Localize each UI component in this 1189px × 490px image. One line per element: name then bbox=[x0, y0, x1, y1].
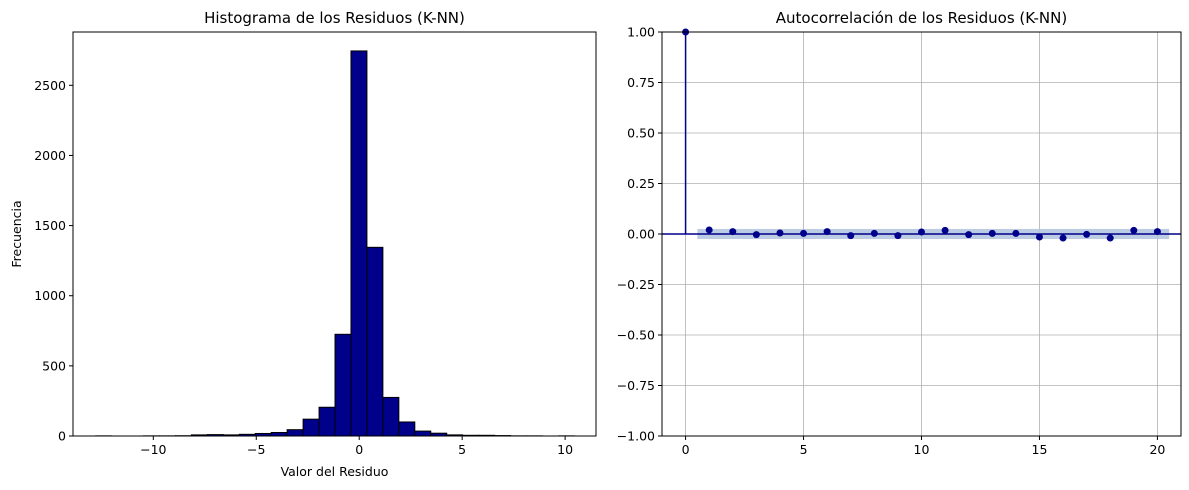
x-tick-label: 5 bbox=[458, 442, 466, 457]
acf-chart: 0 5 10 15 20 −1.00 −0.75 −0.50 −0.25 0.00 0.25 0.50… bbox=[617, 9, 1182, 457]
x-tick-label: 15 bbox=[1032, 442, 1048, 457]
y-tick-label: 1000 bbox=[34, 288, 66, 303]
acf-point bbox=[800, 229, 808, 237]
acf-point bbox=[988, 229, 996, 237]
y-tick-label: 2500 bbox=[34, 78, 66, 93]
y-axis-label: Frecuencia bbox=[9, 200, 24, 267]
histogram-bar bbox=[350, 50, 368, 437]
y-tick-label: 0.00 bbox=[627, 227, 655, 242]
acf-point bbox=[823, 228, 831, 236]
acf-point bbox=[894, 232, 902, 240]
acf-point bbox=[1130, 226, 1138, 234]
acf-point bbox=[705, 226, 713, 234]
x-tick-label: −10 bbox=[140, 442, 166, 457]
acf-point bbox=[1035, 233, 1043, 241]
acf-point bbox=[1106, 234, 1114, 242]
y-tick-label: 500 bbox=[42, 358, 66, 373]
acf-point bbox=[1059, 234, 1067, 242]
x-axis-label: Valor del Residuo bbox=[281, 464, 389, 479]
acf-point bbox=[941, 226, 949, 234]
histogram-bar bbox=[318, 406, 336, 437]
acf-point bbox=[918, 228, 925, 236]
y-tick-label: −1.00 bbox=[617, 429, 655, 444]
y-tick-label: 0.50 bbox=[627, 126, 655, 141]
histogram-bar bbox=[382, 396, 400, 437]
acf-point bbox=[729, 228, 737, 236]
chart-title: Histograma de los Residuos (K-NN) bbox=[204, 9, 465, 27]
acf-point bbox=[776, 229, 784, 237]
x-tick-label: 10 bbox=[557, 442, 573, 457]
histogram-bar bbox=[366, 246, 384, 437]
y-tick-label: −0.25 bbox=[617, 277, 655, 292]
x-tick-label: −5 bbox=[247, 442, 265, 457]
acf-point bbox=[1153, 228, 1161, 236]
x-tick-label: 5 bbox=[800, 442, 808, 457]
histogram-bar bbox=[270, 431, 288, 437]
x-tick-label: 20 bbox=[1149, 442, 1165, 457]
y-tick-label: 1.00 bbox=[627, 25, 655, 40]
y-tick-label: 0.25 bbox=[627, 176, 655, 191]
y-tick-label: −0.50 bbox=[617, 328, 655, 343]
y-tick-label: 2000 bbox=[34, 148, 66, 163]
plot-frame bbox=[72, 31, 597, 437]
histogram-bar bbox=[334, 333, 352, 437]
x-tick-label: 10 bbox=[914, 442, 930, 457]
x-tick-label: 0 bbox=[682, 442, 690, 457]
histogram-bar bbox=[398, 421, 416, 437]
y-tick-label: 1500 bbox=[34, 218, 66, 233]
y-tick-label: 0.75 bbox=[627, 75, 655, 90]
y-tick-label: 0 bbox=[58, 429, 66, 444]
x-tick-label: 0 bbox=[355, 442, 363, 457]
histogram-bar bbox=[414, 430, 432, 437]
y-tick-label: −0.75 bbox=[617, 378, 655, 393]
acf-point bbox=[1083, 230, 1091, 238]
chart-title: Autocorrelación de los Residuos (K-NN) bbox=[776, 9, 1067, 27]
acf-point bbox=[870, 229, 878, 237]
acf-point bbox=[1012, 229, 1020, 237]
histogram-bar bbox=[286, 429, 304, 437]
acf-point bbox=[965, 231, 973, 239]
acf-point bbox=[752, 231, 760, 239]
histogram-bar bbox=[302, 418, 320, 437]
histogram-chart: −10 −5 0 5 10 0 500 1000 1500 2000 2500 Histograma … bbox=[9, 9, 597, 479]
acf-point bbox=[847, 232, 855, 240]
